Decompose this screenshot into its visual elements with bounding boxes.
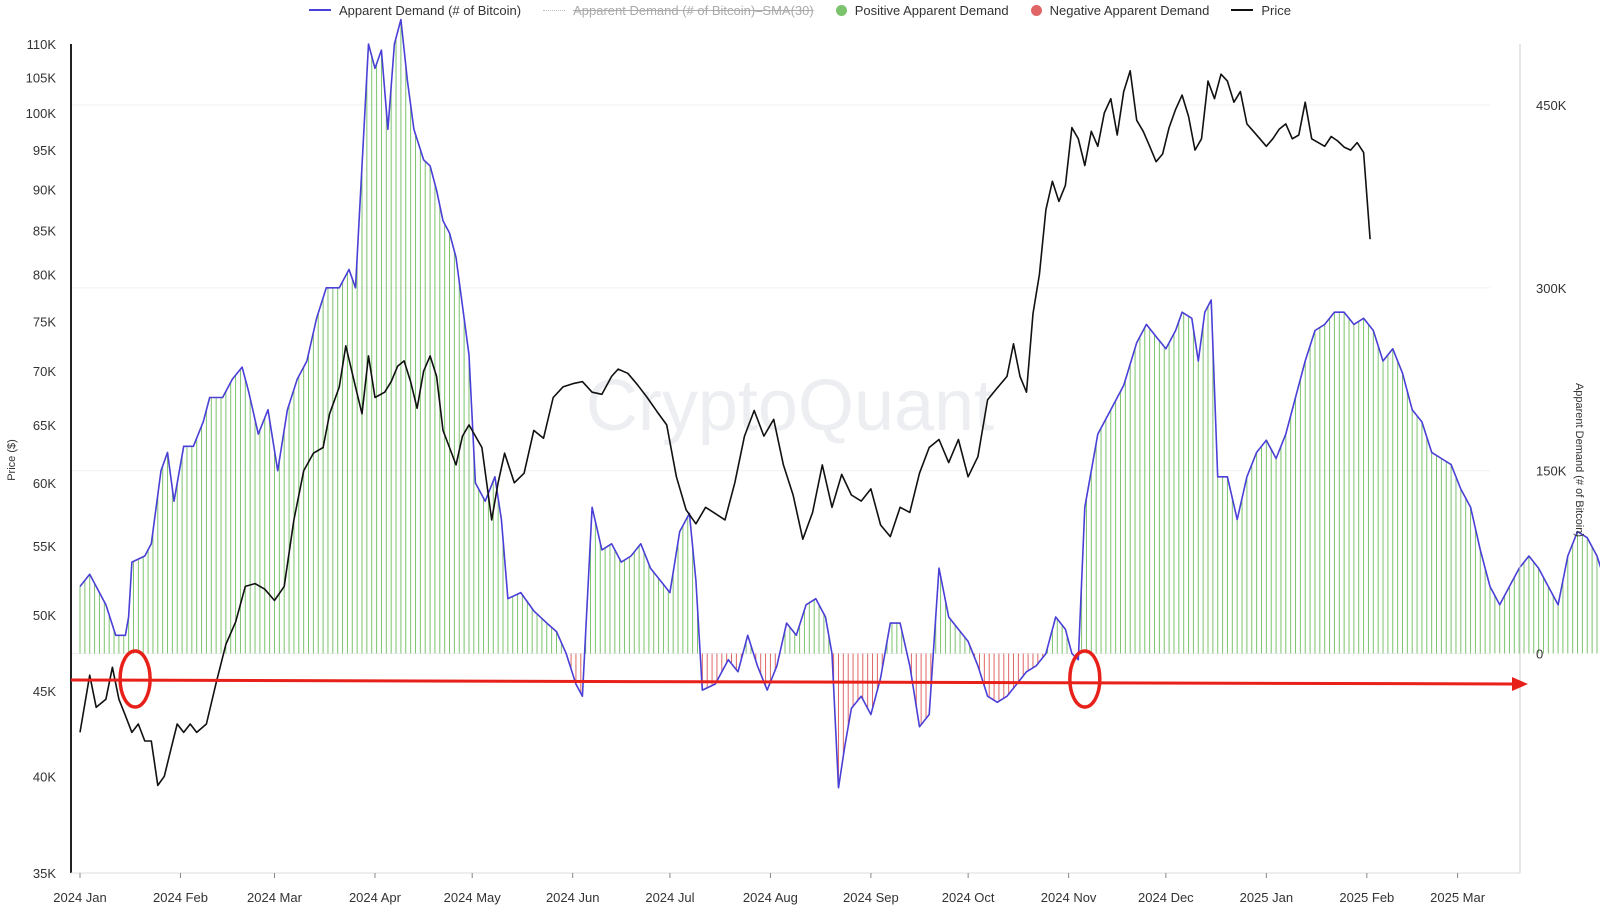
y-left-tick-label: 40K bbox=[33, 769, 56, 784]
y-right-tick-label: 0 bbox=[1536, 647, 1543, 662]
y-right-tick-label: 150K bbox=[1536, 464, 1567, 479]
x-tick-label: 2024 Jun bbox=[546, 890, 600, 905]
y-right-axis-title: Apparent Demand (# of Bitcoin) bbox=[1573, 383, 1585, 537]
series-lines bbox=[79, 18, 1600, 789]
legend-swatch-dotted-line bbox=[543, 9, 566, 11]
annotation-circle bbox=[118, 649, 152, 709]
legend-item-positive-demand[interactable]: Positive Apparent Demand bbox=[835, 2, 1009, 18]
x-tick-label: 2024 Jul bbox=[645, 890, 694, 905]
y-left-tick-label: 45K bbox=[33, 684, 56, 699]
legend-label: Apparent Demand (# of Bitcoin) bbox=[338, 2, 522, 18]
legend-label: Negative Apparent Demand bbox=[1049, 2, 1210, 18]
x-tick-label: 2024 Oct bbox=[942, 890, 995, 905]
grid-lines bbox=[71, 104, 1490, 655]
y-left-tick-label: 85K bbox=[33, 224, 56, 239]
y-right-tick-label: 300K bbox=[1536, 281, 1567, 296]
legend-swatch-dot bbox=[1030, 4, 1042, 16]
annotation-arrow-line bbox=[70, 678, 1513, 686]
legend-swatch-line bbox=[308, 9, 331, 11]
x-tick-label: 2024 Dec bbox=[1138, 890, 1194, 905]
y-left-tick-label: 95K bbox=[33, 143, 56, 158]
x-tick-label: 2025 Feb bbox=[1339, 890, 1394, 905]
legend-item-negative-demand[interactable]: Negative Apparent Demand bbox=[1030, 2, 1210, 18]
x-tick-label: 2024 Sep bbox=[843, 890, 899, 905]
y-left-tick-label: 80K bbox=[33, 268, 56, 283]
legend-label: Apparent Demand (# of Bitcoin)–SMA(30) bbox=[573, 2, 814, 18]
legend-item-apparent-demand[interactable]: Apparent Demand (# of Bitcoin) bbox=[308, 2, 522, 18]
legend-item-apparent-demand-sma30[interactable]: Apparent Demand (# of Bitcoin)–SMA(30) bbox=[543, 3, 814, 18]
apparent-demand-line bbox=[79, 18, 1600, 789]
price-line bbox=[79, 70, 1371, 787]
y-left-tick-label: 50K bbox=[33, 608, 56, 623]
annotation-arrow-head bbox=[1512, 677, 1528, 691]
y-left-tick-label: 105K bbox=[26, 71, 57, 86]
y-left-tick-label: 75K bbox=[33, 314, 56, 329]
demand-bars bbox=[79, 19, 1598, 788]
x-tick-label: 2025 Jan bbox=[1240, 890, 1294, 905]
y-left-tick-label: 70K bbox=[33, 364, 56, 379]
axes: 35K 40K 45K 50K 55K 60K 65K 70K 75K 80K 85K 90K 95K 1… bbox=[6, 37, 1585, 905]
x-tick-label: 2024 Nov bbox=[1041, 890, 1097, 905]
legend-swatch-line bbox=[1231, 9, 1254, 11]
x-tick-label: 2024 Feb bbox=[153, 890, 208, 905]
x-tick-label: 2024 Jan bbox=[53, 890, 107, 905]
y-left-tick-label: 65K bbox=[33, 418, 56, 433]
legend-swatch-dot bbox=[835, 4, 847, 16]
y-left-tick-label: 35K bbox=[33, 866, 56, 881]
annotation-circle bbox=[1068, 649, 1102, 709]
legend-label: Price bbox=[1261, 2, 1291, 18]
y-left-axis-title: Price ($) bbox=[6, 439, 18, 481]
x-tick-label: 2025 Mar bbox=[1430, 890, 1486, 905]
x-tick-label: 2024 Mar bbox=[247, 890, 303, 905]
y-left-tick-label: 90K bbox=[33, 182, 56, 197]
y-left-tick-label: 55K bbox=[33, 539, 56, 554]
y-right-tick-label: 450K bbox=[1536, 98, 1567, 113]
y-left-tick-label: 100K bbox=[26, 106, 57, 121]
annotations bbox=[70, 649, 1528, 709]
chart-legend: Apparent Demand (# of Bitcoin) Apparent … bbox=[0, 0, 1600, 20]
x-tick-label: 2024 Apr bbox=[349, 890, 402, 905]
legend-item-price[interactable]: Price bbox=[1231, 3, 1291, 18]
legend-label: Positive Apparent Demand bbox=[854, 2, 1009, 18]
x-tick-label: 2024 Aug bbox=[743, 890, 798, 905]
y-left-tick-label: 60K bbox=[33, 476, 56, 491]
x-tick-label: 2024 May bbox=[444, 890, 502, 905]
y-left-tick-label: 110K bbox=[27, 37, 57, 52]
watermark: CryptoQuant bbox=[586, 366, 994, 446]
